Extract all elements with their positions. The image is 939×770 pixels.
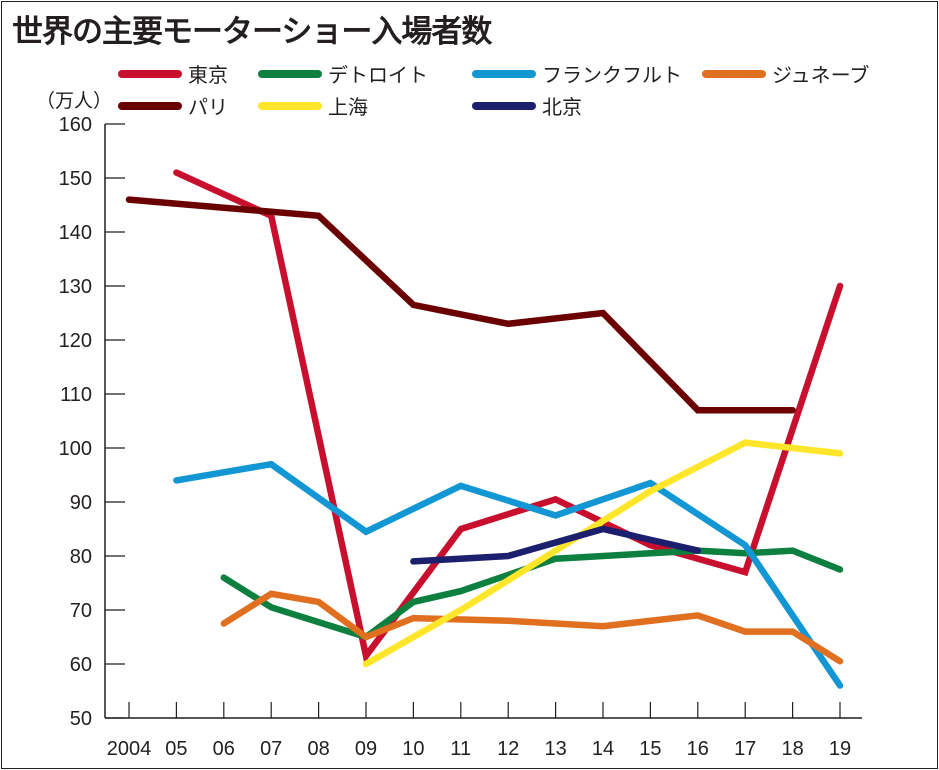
x-tick-label: 13 — [544, 738, 566, 760]
legend-label: フランクフルト — [542, 63, 682, 87]
y-tick-label: 160 — [59, 114, 92, 136]
x-tick-label: 17 — [734, 738, 756, 760]
x-tick-label: 09 — [355, 738, 377, 760]
legend-item: ジュネーブ — [702, 59, 869, 88]
series-line-1 — [220, 547, 844, 641]
series-line-6 — [410, 525, 702, 565]
y-tick-label: 80 — [70, 546, 92, 568]
legend-label: デトロイト — [328, 63, 428, 87]
series-line-4 — [125, 196, 796, 414]
x-tick-label: 05 — [165, 738, 187, 760]
y-tick-label: 120 — [59, 330, 92, 352]
x-tick-label: 11 — [450, 738, 471, 760]
legend-swatch — [118, 69, 182, 78]
x-tick-label: 19 — [829, 738, 851, 760]
legend-swatch — [258, 69, 322, 78]
y-tick-label: 70 — [70, 600, 92, 622]
legend-swatch — [472, 101, 536, 110]
x-tick-label: 2004 — [107, 738, 152, 760]
y-tick-label: 140 — [59, 222, 92, 244]
x-tick-label: 16 — [687, 738, 709, 760]
x-tick-label: 14 — [592, 738, 614, 760]
x-tick-label: 12 — [497, 738, 519, 760]
legend-label: 東京 — [188, 63, 228, 87]
series-line-3 — [220, 590, 844, 665]
x-tick-label: 08 — [307, 738, 329, 760]
series-line-0 — [173, 169, 844, 664]
x-tick-label: 15 — [639, 738, 661, 760]
y-tick-label: 60 — [70, 654, 92, 676]
legend-swatch — [472, 69, 536, 78]
y-tick-label: 90 — [70, 492, 92, 514]
x-tick-label: 06 — [213, 738, 235, 760]
legend-label: パリ — [188, 95, 228, 119]
x-tick-label: 18 — [781, 738, 803, 760]
legend-label: 北京 — [542, 95, 582, 119]
legend-swatch — [118, 101, 182, 110]
legend-swatch — [258, 101, 322, 110]
legend-item: フランクフルト — [472, 59, 682, 88]
y-tick-label: 50 — [70, 708, 92, 730]
x-tick-label: 10 — [402, 738, 424, 760]
chart-title: 世界の主要モーターショー入場者数 — [12, 14, 492, 50]
y-tick-label: 130 — [59, 276, 92, 298]
legend-item: パリ — [118, 91, 228, 120]
y-tick-label: 150 — [59, 168, 92, 190]
legend-label: ジュネーブ — [772, 63, 870, 87]
legend-swatch — [702, 69, 766, 78]
legend-item: デトロイト — [258, 59, 428, 88]
legend-item: 北京 — [472, 91, 582, 120]
y-tick-label: 110 — [60, 384, 92, 406]
series-line-2 — [173, 460, 844, 689]
series-line-5 — [362, 439, 844, 668]
legend-item: 東京 — [118, 59, 228, 88]
legend-item: 上海 — [258, 91, 368, 120]
y-tick-label: 100 — [59, 438, 92, 460]
legend-label: 上海 — [328, 95, 368, 119]
y-axis-unit-label: （万人） — [36, 90, 113, 112]
x-tick-label: 07 — [260, 738, 282, 760]
